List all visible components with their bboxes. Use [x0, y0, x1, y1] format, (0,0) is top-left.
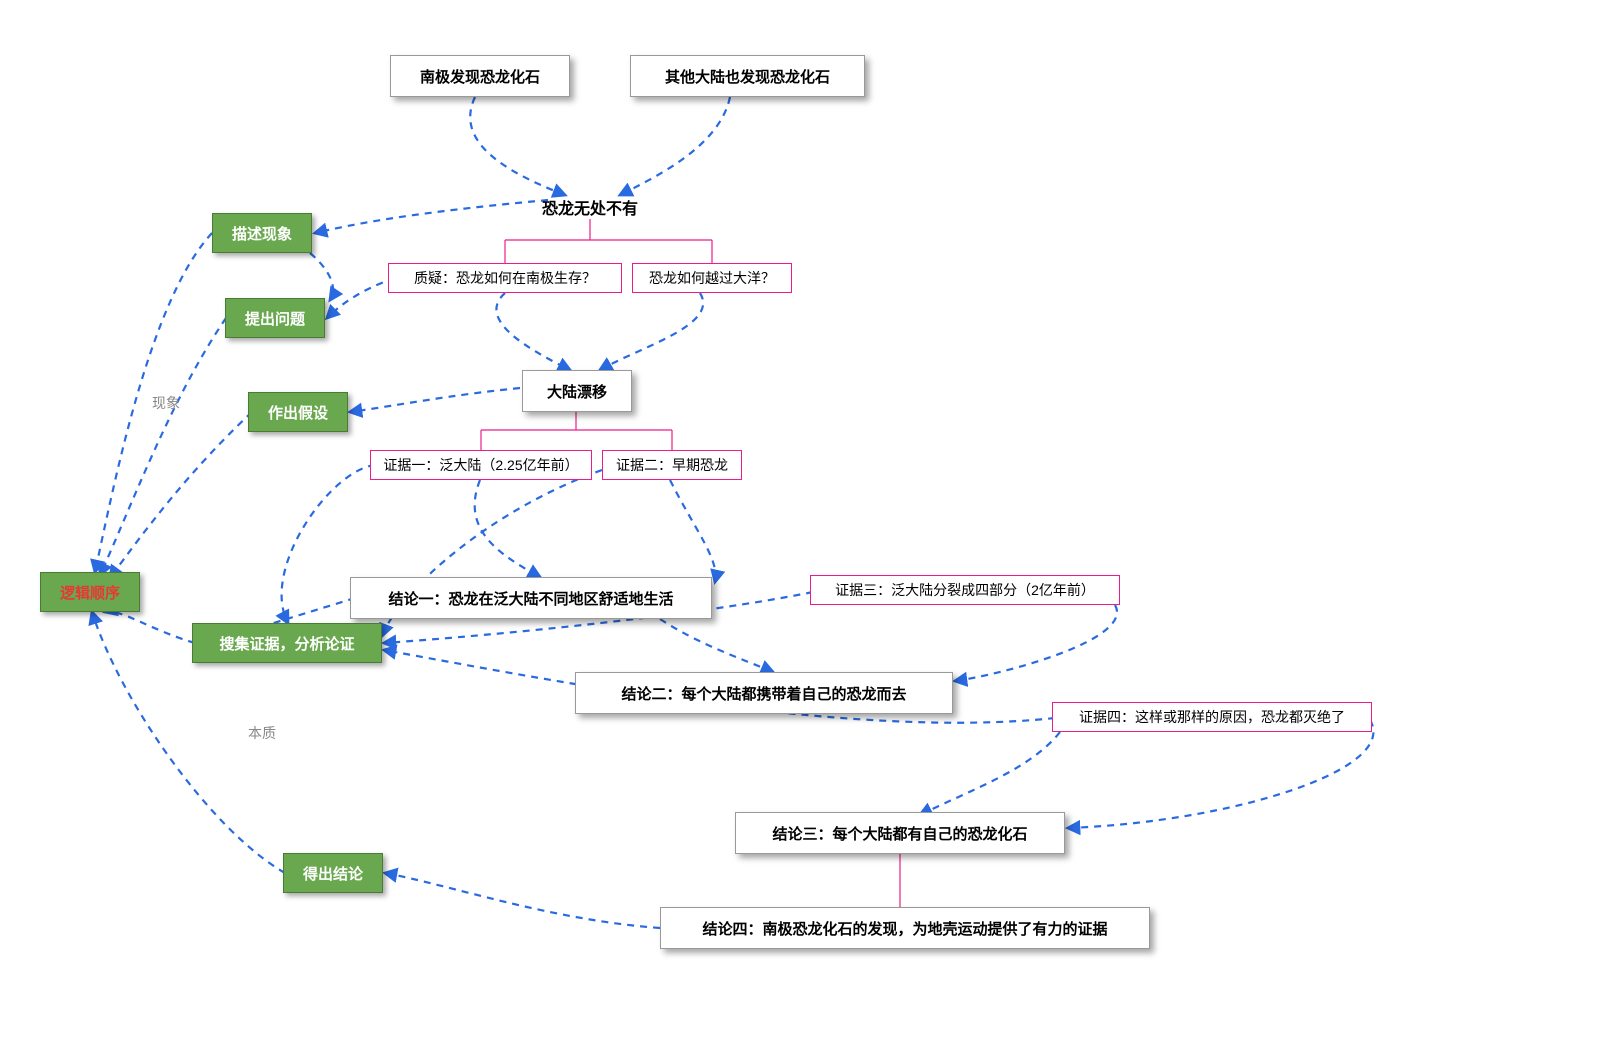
- edge-blue: [496, 293, 570, 370]
- edge-blue: [470, 97, 565, 195]
- node-question-2: 恐龙如何越过大洋？: [632, 263, 792, 293]
- node-conclusion-2: 结论二：每个大陆都携带着自己的恐龙而去: [575, 672, 953, 714]
- edge-pink: [505, 219, 712, 263]
- label: 恐龙无处不有: [542, 195, 638, 219]
- node-question-1: 质疑：恐龙如何在南极生存？: [388, 263, 622, 293]
- edge-blue: [955, 605, 1117, 681]
- step-draw-conclusion: 得出结论: [283, 853, 383, 893]
- node-conclusion-1: 结论一：恐龙在泛大陆不同地区舒适地生活: [350, 577, 712, 619]
- pink-edges-group: [481, 219, 900, 907]
- node-other-continents-fossils: 其他大陆也发现恐龙化石: [630, 55, 865, 97]
- edge-blue: [600, 293, 703, 370]
- node-evidence-1: 证据一：泛大陆（2.25亿年前）: [370, 450, 592, 480]
- label: 结论二：每个大陆都携带着自己的恐龙而去: [621, 683, 906, 704]
- edge-blue: [100, 318, 226, 575]
- node-evidence-4: 证据四：这样或那样的原因，恐龙都灭绝了: [1052, 702, 1372, 732]
- label: 得出结论: [303, 863, 363, 884]
- edge-blue: [1068, 720, 1373, 828]
- label: 现象: [152, 393, 180, 413]
- step-make-hypothesis: 作出假设: [248, 392, 348, 432]
- node-conclusion-4: 结论四：南极恐龙化石的发现，为地壳运动提供了有力的证据: [660, 907, 1150, 949]
- step-logical-order: 逻辑顺序: [40, 572, 140, 612]
- edge-pink: [481, 412, 672, 450]
- node-conclusion-3: 结论三：每个大陆都有自己的恐龙化石: [735, 812, 1065, 854]
- label: 恐龙如何越过大洋？: [649, 268, 775, 288]
- step-raise-question: 提出问题: [225, 298, 325, 338]
- label: 搜集证据，分析论证: [219, 633, 354, 654]
- label: 作出假设: [268, 402, 328, 423]
- node-evidence-3: 证据三：泛大陆分裂成四部分（2亿年前）: [810, 575, 1120, 605]
- node-antarctic-fossils: 南极发现恐龙化石: [390, 55, 570, 97]
- label: 其他大陆也发现恐龙化石: [665, 66, 830, 87]
- label: 结论三：每个大陆都有自己的恐龙化石: [772, 823, 1027, 844]
- edge-blue: [385, 873, 660, 928]
- label: 本质: [248, 723, 276, 743]
- step-describe-phenomenon: 描述现象: [212, 213, 312, 253]
- node-dinos-everywhere: 恐龙无处不有: [520, 195, 660, 219]
- edge-blue: [327, 278, 395, 318]
- edge-blue: [310, 253, 333, 300]
- label: 证据一：泛大陆（2.25亿年前）: [383, 455, 578, 475]
- label: 南极发现恐龙化石: [420, 66, 540, 87]
- label: 质疑：恐龙如何在南极生存？: [414, 268, 596, 288]
- edge-blue: [670, 480, 716, 582]
- label: 结论一：恐龙在泛大陆不同地区舒适地生活: [388, 588, 673, 609]
- label: 大陆漂移: [547, 381, 607, 402]
- label-phenomenon: 现象: [152, 393, 180, 413]
- edge-blue: [920, 732, 1060, 815]
- edges-layer: [0, 0, 1617, 1051]
- label: 证据四：这样或那样的原因，恐龙都灭绝了: [1079, 707, 1345, 727]
- edge-blue: [660, 619, 773, 672]
- label: 逻辑顺序: [60, 582, 120, 603]
- label: 结论四：南极恐龙化石的发现，为地壳运动提供了有力的证据: [702, 918, 1107, 939]
- edge-blue: [105, 612, 195, 643]
- edge-blue: [350, 388, 520, 412]
- node-evidence-2: 证据二：早期恐龙: [602, 450, 742, 480]
- label: 证据三：泛大陆分裂成四部分（2亿年前）: [835, 580, 1095, 600]
- label: 描述现象: [232, 223, 292, 244]
- edge-blue: [315, 200, 548, 233]
- step-collect-evidence: 搜集证据，分析论证: [192, 623, 382, 663]
- edge-blue: [110, 412, 252, 578]
- label-essence: 本质: [248, 723, 276, 743]
- edge-blue: [475, 480, 540, 577]
- label: 提出问题: [245, 308, 305, 329]
- label: 证据二：早期恐龙: [616, 455, 728, 475]
- node-continental-drift: 大陆漂移: [522, 370, 632, 412]
- edge-blue: [620, 97, 730, 195]
